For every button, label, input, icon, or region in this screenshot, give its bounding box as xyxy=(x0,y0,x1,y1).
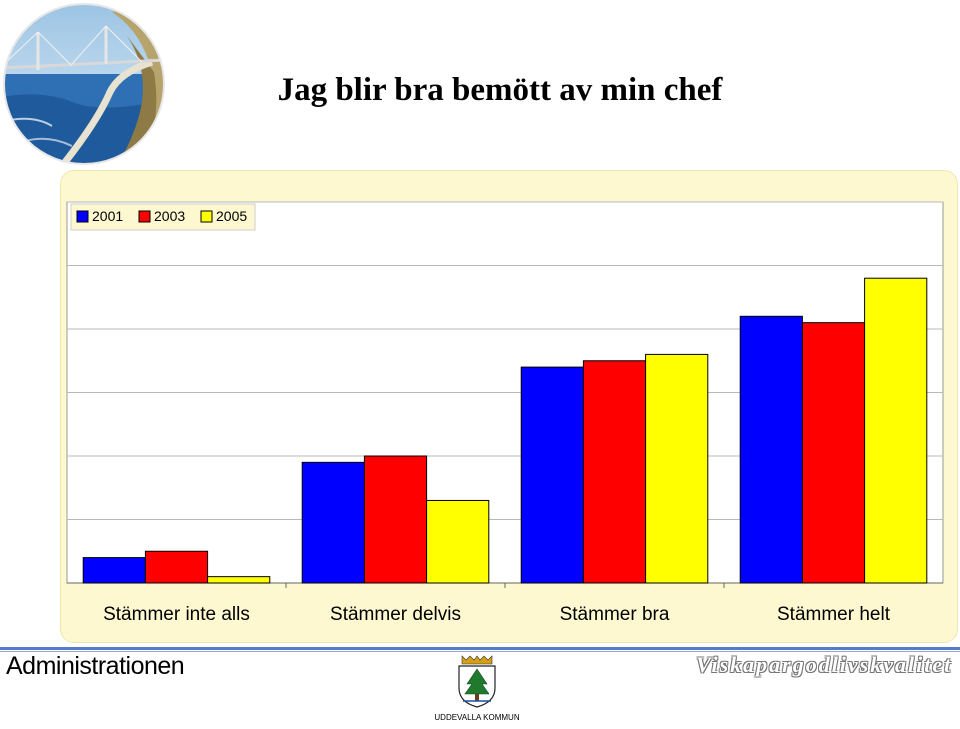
legend-label-2001: 2001 xyxy=(92,208,123,224)
category-label: Stämmer delvis xyxy=(330,604,461,625)
category-label: Stämmer helt xyxy=(777,604,891,625)
bar-2003-1 xyxy=(144,550,209,584)
bar-2005-2 xyxy=(426,499,490,584)
category-label: Stämmer bra xyxy=(560,604,670,625)
bar-2003-4 xyxy=(801,322,866,584)
x-axis-categories: Stämmer inte alls Stämmer delvis Stämmer b… xyxy=(103,604,891,625)
footer-slogan: Viskapargodlivskvalitet xyxy=(696,652,953,677)
crest-caption: UDDEVALLA KOMMUN xyxy=(434,713,520,722)
header-bridge-image xyxy=(3,3,165,165)
bar-2005-4 xyxy=(864,277,928,584)
footer-divider-thin xyxy=(0,651,960,652)
footer-divider xyxy=(0,647,960,650)
legend: 2001 2003 2005 xyxy=(70,203,256,231)
legend-swatch-2001 xyxy=(76,210,89,223)
bar-2001-4 xyxy=(739,315,803,584)
category-label: Stämmer inte alls xyxy=(103,604,250,625)
page-title: Jag blir bra bemött av min chef xyxy=(277,72,723,108)
uddevalla-crest-icon xyxy=(458,655,496,708)
legend-label-2005: 2005 xyxy=(216,208,247,224)
bar-2001-1 xyxy=(82,557,146,584)
bar-2003-2 xyxy=(363,455,428,584)
bar-2005-1 xyxy=(207,576,271,584)
legend-swatch-2005 xyxy=(200,210,213,223)
footer-department-label: Administrationen xyxy=(6,652,185,680)
bar-2001-3 xyxy=(520,366,584,584)
bar-2005-3 xyxy=(645,353,709,584)
bar-2003-3 xyxy=(582,360,647,584)
legend-label-2003: 2003 xyxy=(154,208,185,224)
legend-box xyxy=(70,203,256,231)
legend-swatch-2003 xyxy=(138,210,151,223)
bar-2001-2 xyxy=(301,461,365,584)
bars xyxy=(82,277,928,584)
